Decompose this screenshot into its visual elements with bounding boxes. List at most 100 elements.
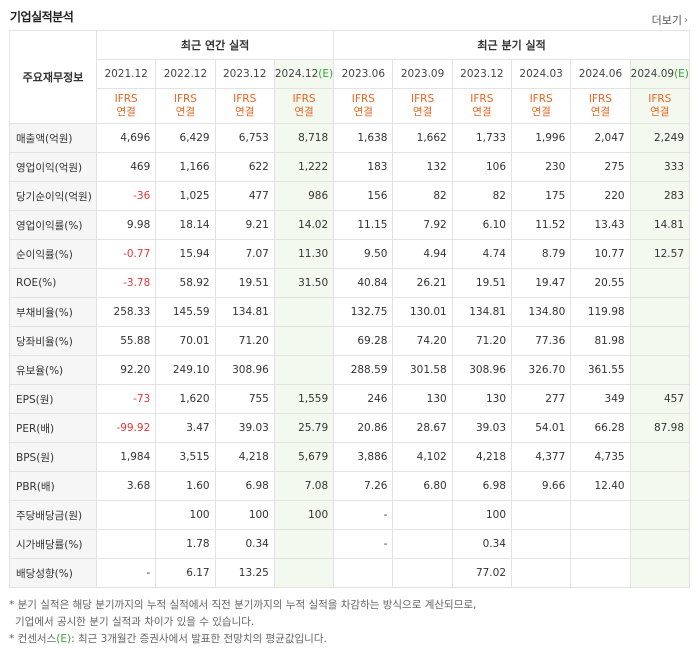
table-cell: 469 (96, 152, 157, 182)
table-cell: 1.60 (155, 471, 216, 501)
table-cell (273, 558, 335, 588)
table-cell: 92.20 (96, 355, 157, 385)
table-cell: 1,733 (451, 123, 513, 153)
table-cell: 11.30 (273, 239, 335, 269)
row-label: 당좌비율(%) (8, 326, 98, 356)
table-cell (629, 297, 691, 327)
footnote-1: * 분기 실적은 해당 분기까지의 누적 실적에서 직전 분기까지의 누적 실적… (9, 599, 477, 611)
financial-table: 주요재무정보 최근 연간 실적 최근 분기 실적 2021.12 2022.12 2… (8, 30, 691, 588)
ifrs-basis-header: IFRS 연결 (451, 88, 513, 124)
table-cell: 6.98 (451, 471, 513, 501)
table-cell: 87.98 (629, 413, 691, 443)
table-cell: 9.50 (333, 239, 394, 269)
row-label: BPS(원) (8, 442, 98, 472)
table-cell: 326.70 (510, 355, 572, 385)
period-header: 2023.09 (392, 59, 453, 89)
table-cell (629, 500, 691, 530)
table-cell: 1,620 (155, 384, 216, 414)
chevron-right-icon: › (684, 14, 688, 26)
table-cell (570, 558, 631, 588)
table-cell: - (96, 558, 157, 588)
table-cell: 77.36 (510, 326, 572, 356)
row-label: 시가배당률(%) (8, 529, 98, 559)
table-cell (629, 471, 691, 501)
row-label: PBR(배) (8, 471, 98, 501)
table-cell: 1,025 (155, 181, 216, 211)
table-cell: 13.43 (570, 210, 631, 240)
table-cell: 39.03 (214, 413, 275, 443)
row-label: 배당성향(%) (8, 558, 98, 588)
footnote-2: * 컨센서스(E): 최근 3개월간 증권사에서 발표한 전망치의 평균값입니다… (9, 633, 327, 645)
table-cell: 134.81 (451, 297, 513, 327)
table-cell: 755 (214, 384, 275, 414)
table-cell: 308.96 (214, 355, 275, 385)
table-cell: 361.55 (570, 355, 631, 385)
table-cell: 3.68 (96, 471, 157, 501)
table-cell: 145.59 (155, 297, 216, 327)
table-cell: 6,753 (214, 123, 275, 153)
table-cell: 7.26 (333, 471, 394, 501)
table-cell: 283 (629, 181, 691, 211)
table-cell: 220 (570, 181, 631, 211)
table-cell: 9.66 (510, 471, 572, 501)
table-cell: - (333, 500, 394, 530)
footnote-1-cont: 기업에서 공시한 분기 실적과 차이가 있을 수 있습니다. (15, 616, 255, 628)
table-cell: 134.80 (510, 297, 572, 327)
table-cell: 18.14 (155, 210, 216, 240)
table-cell: 6.10 (451, 210, 513, 240)
table-cell: 7.92 (392, 210, 453, 240)
table-cell: -3.78 (96, 268, 157, 298)
table-cell: 119.98 (570, 297, 631, 327)
table-cell: 230 (510, 152, 572, 182)
table-cell: 82 (451, 181, 513, 211)
table-cell: 82 (392, 181, 453, 211)
table-cell: 3.47 (155, 413, 216, 443)
table-cell: 1,166 (155, 152, 216, 182)
table-row: 영업이익률(%) 9.98 18.14 9.21 14.02 11.15 7.92 6.10 1… (8, 210, 691, 240)
table-cell: 77.02 (451, 558, 513, 588)
table-cell: 1,984 (96, 442, 157, 472)
table-cell: 28.67 (392, 413, 453, 443)
table-cell: 11.15 (333, 210, 394, 240)
ifrs-basis-header: IFRS 연결 (510, 88, 572, 124)
table-cell: 71.20 (214, 326, 275, 356)
table-cell: 31.50 (273, 268, 335, 298)
table-cell: 130 (451, 384, 513, 414)
table-cell (333, 558, 394, 588)
table-cell: 4,218 (214, 442, 275, 472)
table-cell: 100 (155, 500, 216, 530)
table-cell: 1,638 (333, 123, 394, 153)
more-link[interactable]: 더보기 › (652, 12, 688, 28)
table-cell: 9.98 (96, 210, 157, 240)
table-cell (510, 500, 572, 530)
table-cell: 175 (510, 181, 572, 211)
table-cell (629, 355, 691, 385)
table-row: 부채비율(%) 258.33 145.59 134.81 132.75 130.01 134… (8, 297, 691, 327)
table-cell: 134.81 (214, 297, 275, 327)
table-cell: 132.75 (333, 297, 394, 327)
table-cell: 58.92 (155, 268, 216, 298)
ifrs-basis-header: IFRS 연결 (96, 88, 157, 124)
table-cell: 106 (451, 152, 513, 182)
period-header: 2023.12 (451, 59, 513, 89)
table-cell: 622 (214, 152, 275, 182)
table-cell (629, 268, 691, 298)
table-cell (629, 326, 691, 356)
table-cell: 8.79 (510, 239, 572, 269)
period-header: 2024.09(E) (629, 59, 691, 89)
table-body: 매출액(억원) 4,696 6,429 6,753 8,718 1,638 1,662 1,7… (8, 123, 691, 588)
table-row: ROE(%) -3.78 58.92 19.51 31.50 40.84 26.21 19.5… (8, 268, 691, 298)
table-cell: 277 (510, 384, 572, 414)
table-cell (629, 529, 691, 559)
table-cell: 2,047 (570, 123, 631, 153)
table-cell: - (333, 529, 394, 559)
table-cell: 457 (629, 384, 691, 414)
table-cell: 130.01 (392, 297, 453, 327)
table-cell: -36 (96, 181, 157, 211)
table-cell: -0.77 (96, 239, 157, 269)
table-cell: 1,222 (273, 152, 335, 182)
table-cell: 66.28 (570, 413, 631, 443)
table-cell: 11.52 (510, 210, 572, 240)
table-cell: 54.01 (510, 413, 572, 443)
table-cell: 8,718 (273, 123, 335, 153)
